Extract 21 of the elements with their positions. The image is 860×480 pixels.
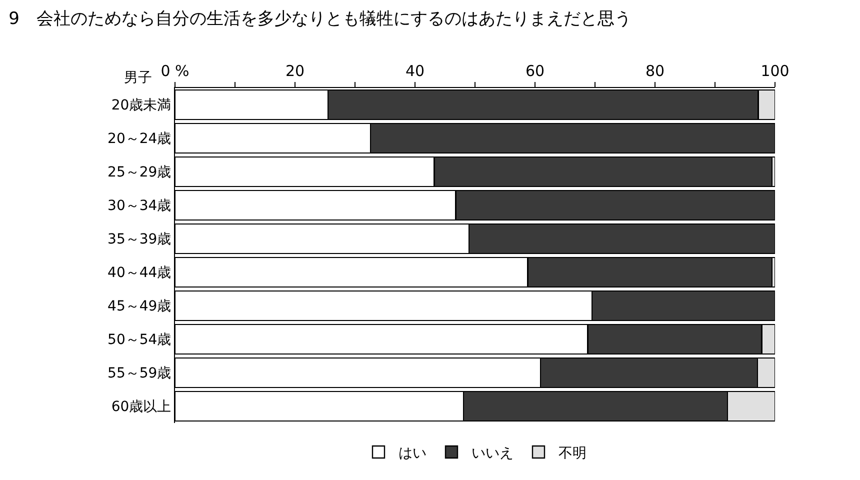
y-tick-label: 45～49歳: [108, 298, 172, 315]
legend-label: 不明: [558, 445, 586, 462]
text: 男子: [124, 70, 152, 86]
y-tick-label: 55～59歳: [108, 366, 172, 382]
x-tick-label: 100: [760, 62, 790, 80]
x-tick-label: 0 %: [160, 62, 190, 80]
y-tick-label: 35～39歳: [108, 232, 172, 248]
chart-title: 9 会社のためなら自分の生活を多少なりとも犠牲にするのはあたりまえだと思う: [8, 8, 632, 29]
x-tick-label: 80: [645, 62, 665, 80]
y-tick-label: 30～34歳: [108, 198, 172, 214]
y-tick-label: 20歳未満: [111, 98, 172, 114]
y-tick-label: 25～29歳: [108, 164, 172, 181]
x-tick-label: 60: [525, 62, 545, 80]
legend-label: はい: [398, 445, 426, 462]
y-tick-label: 20～24歳: [108, 131, 172, 148]
y-tick-label: 60歳以上: [111, 399, 172, 416]
y-tick-label: 50～54歳: [108, 332, 172, 348]
x-tick-label: 20: [285, 62, 305, 80]
x-tick-label: 40: [405, 62, 425, 80]
y-tick-label: 40～44歳: [108, 265, 172, 282]
legend-label: いいえ: [472, 445, 514, 462]
